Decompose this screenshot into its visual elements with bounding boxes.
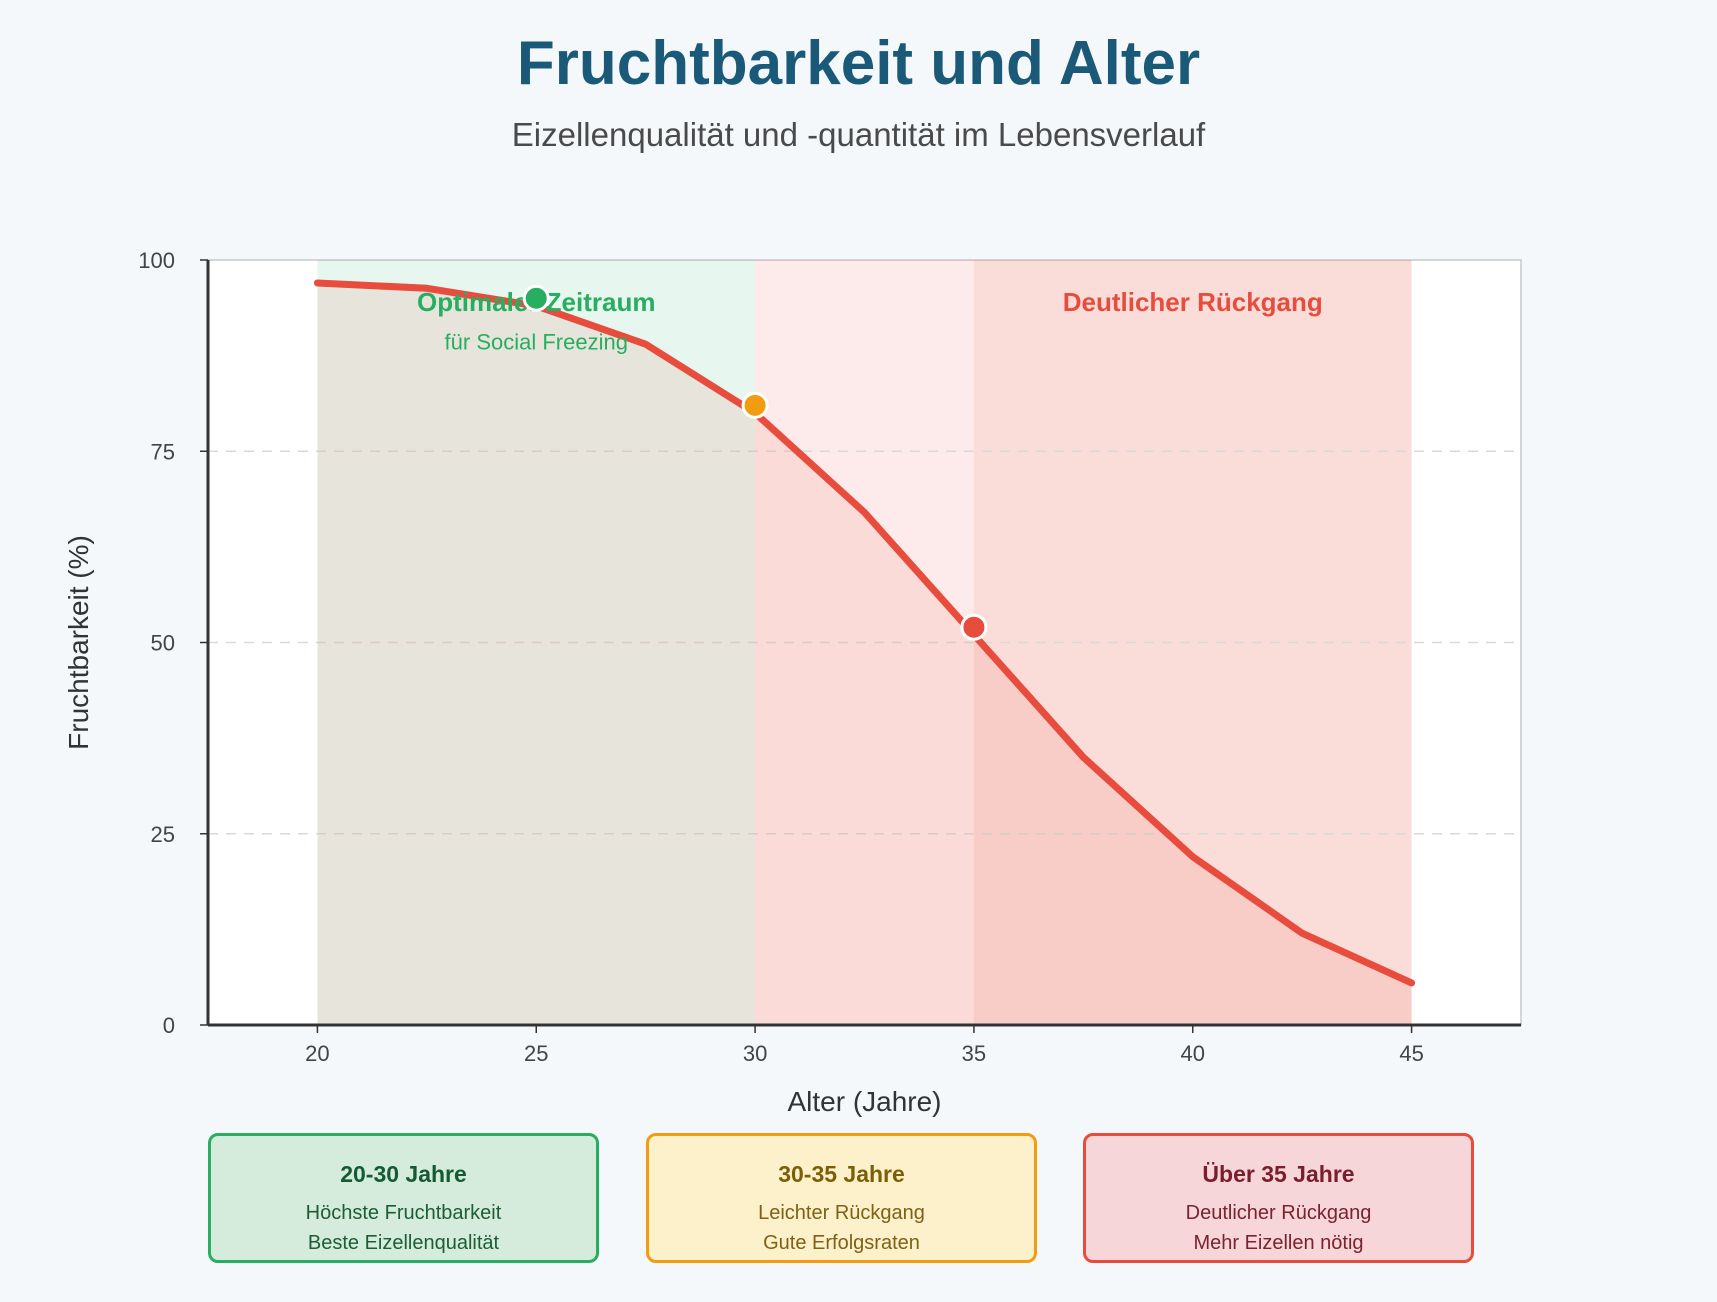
legend-box-line: Beste Eizellenqualität: [307, 1232, 500, 1254]
x-tick-label: 40: [1181, 1041, 1205, 1066]
legend-box-30-35: 30-35 Jahre Leichter Rückgang Gute Erfol…: [646, 1133, 1037, 1263]
y-tick-label: 100: [138, 248, 175, 273]
legend-box-title: 30-35 Jahre: [778, 1161, 905, 1187]
highlight-band: [973, 260, 1412, 1025]
y-tick-label: 0: [163, 1013, 175, 1038]
highlight-point: [741, 391, 769, 419]
page-subtitle: Eizellenqualität und -quantität im Leben…: [511, 116, 1206, 153]
legend-box-line: Mehr Eizellen nötig: [1193, 1232, 1364, 1254]
x-tick-label: 35: [962, 1041, 986, 1066]
legend-box-title: 20-30 Jahre: [340, 1161, 467, 1187]
legend-box-line: Deutlicher Rückgang: [1185, 1202, 1372, 1224]
x-tick-label: 45: [1399, 1041, 1423, 1066]
y-axis-label: Fruchtbarkeit (%): [63, 535, 94, 750]
legend-box-line: Höchste Fruchtbarkeit: [305, 1202, 502, 1224]
x-tick-label: 20: [305, 1041, 329, 1066]
y-tick-label: 25: [151, 822, 175, 847]
highlight-point: [522, 284, 550, 312]
x-tick-label: 25: [524, 1041, 548, 1066]
area-fill: [317, 282, 1412, 1025]
annotation-label: Deutlicher Rückgang: [1063, 287, 1323, 317]
x-axis-label: Alter (Jahre): [787, 1086, 941, 1117]
page-title: Fruchtbarkeit und Alter: [516, 29, 1201, 98]
y-tick-label: 50: [151, 631, 175, 656]
legend-box-20-30: 20-30 Jahre Höchste Fruchtbarkeit Beste …: [208, 1133, 599, 1263]
legend-box-line: Gute Erfolgsraten: [763, 1232, 920, 1254]
x-tick-label: 30: [743, 1041, 767, 1066]
legend-box-line: Leichter Rückgang: [758, 1202, 925, 1224]
fertility-line: [313, 279, 1416, 987]
y-tick-label: 75: [151, 439, 175, 464]
annotation-label: für Social Freezing: [445, 329, 628, 354]
highlight-point: [960, 613, 988, 641]
legend-box-over-35: Über 35 Jahre Deutlicher Rückgang Mehr E…: [1083, 1133, 1474, 1263]
legend-box-title: Über 35 Jahre: [1202, 1161, 1355, 1187]
